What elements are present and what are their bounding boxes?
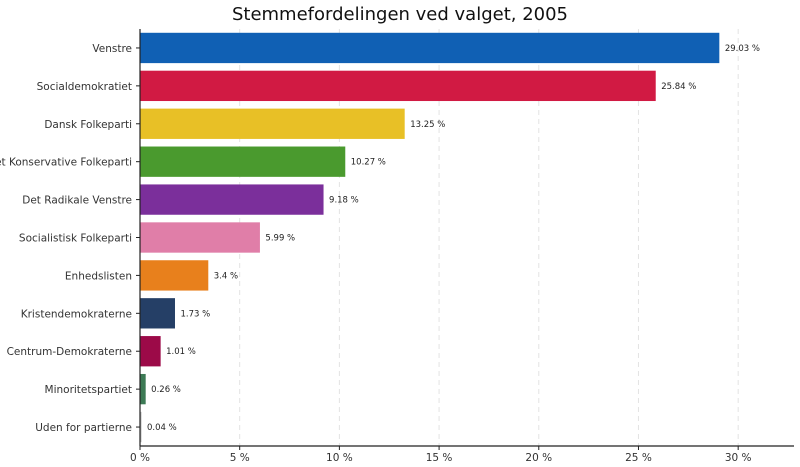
bar [140,222,260,253]
data-label: 3.4 % [214,271,238,281]
bar [140,411,142,443]
x-tick-label: 15 % [426,452,453,464]
data-label: 13.25 % [410,120,445,130]
category-label: Centrum-Demokraterne [7,346,132,358]
data-labels: 29.03 % 25.84 % 13.25 % 10.27 % 9.18 % 5.99 %… [147,44,760,433]
chart-title: Stemmefordelingen ved valget, 2005 [232,4,568,25]
x-axis-ticks: 0 % 5 % 10 % 15 % 20 % 25 % 30 % [130,47,752,464]
category-label: Socialistisk Folkeparti [19,233,132,245]
category-label: Kristendemokraterne [21,308,132,320]
category-label: Dansk Folkeparti [44,119,132,131]
data-label: 29.03 % [725,44,760,54]
bar [140,298,175,329]
bar [140,184,324,215]
data-label: 25.84 % [661,82,696,92]
x-tick-label: 5 % [230,452,250,464]
x-tick-label: 20 % [525,452,552,464]
category-label: Minoritetspartiet [45,384,132,396]
data-label: 0.26 % [151,385,181,395]
category-label: Det Konservative Folkeparti [0,157,132,169]
bar [140,146,346,177]
category-label: Venstre [92,43,132,55]
data-label: 9.18 % [329,196,359,206]
data-label: 1.73 % [180,309,210,319]
data-label: 0.04 % [147,423,177,433]
bar [140,70,656,102]
bar [140,373,146,405]
bar [140,108,405,139]
bar [140,32,720,64]
bar [140,260,209,291]
category-label: Socialdemokratiet [37,81,132,93]
x-tick-label: 25 % [625,452,652,464]
category-label: Uden for partierne [35,422,132,434]
x-tick-label: 10 % [326,452,353,464]
category-label: Det Radikale Venstre [22,195,132,207]
category-label: Enhedslisten [65,270,132,282]
data-label: 10.27 % [351,158,386,168]
x-tick-label: 30 % [725,452,752,464]
data-label: 1.01 % [166,347,196,357]
bar [140,336,161,367]
bars [140,32,720,443]
category-labels: Venstre Socialdemokratiet Dansk Folkeparti… [0,43,132,434]
x-tick-label: 0 % [130,452,150,464]
data-label: 5.99 % [265,234,295,244]
